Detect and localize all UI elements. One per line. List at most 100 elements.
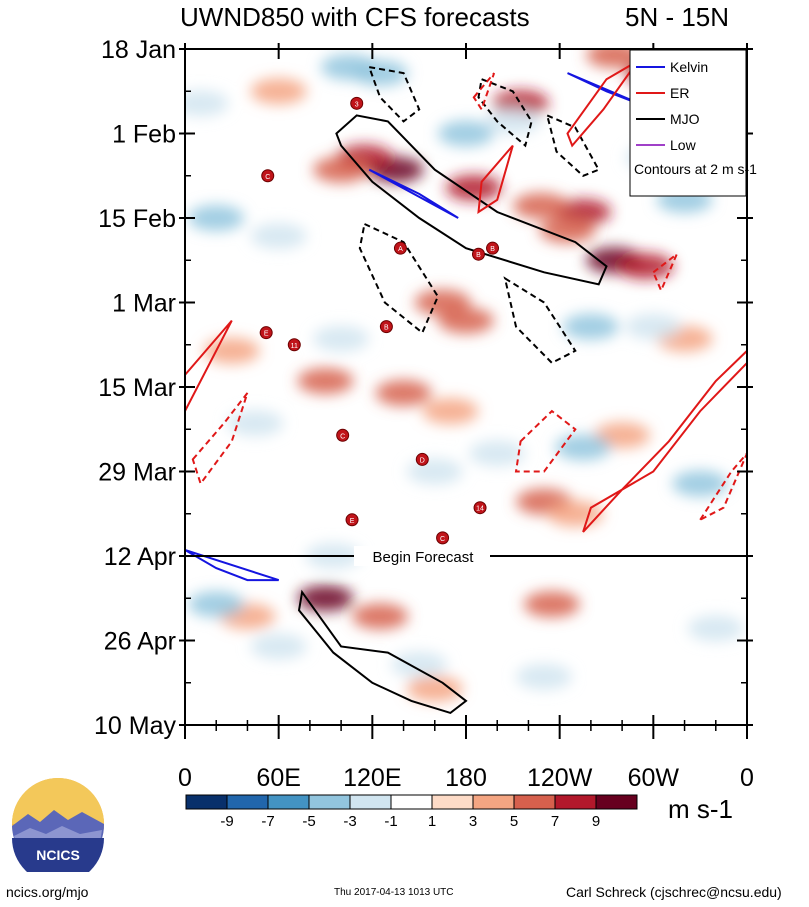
- storm-label: B: [384, 325, 389, 332]
- contour-er: [566, 60, 639, 148]
- contour-mjo: [477, 77, 533, 148]
- storm-marker: [436, 531, 450, 545]
- storm-label: C: [340, 433, 345, 440]
- forecast-label: Begin Forecast: [373, 549, 475, 566]
- storm-marker: [336, 428, 350, 442]
- contour-kelvin: [368, 168, 459, 219]
- storm-marker: [287, 338, 301, 352]
- storm-label: 14: [476, 506, 484, 513]
- anomaly-cell: [438, 307, 494, 334]
- anomaly-cell: [617, 253, 674, 280]
- x-tick-label: 60W: [628, 764, 680, 792]
- anomaly-cell: [687, 615, 744, 642]
- anomaly-cell: [672, 470, 729, 497]
- footer-source: ncics.org/mjo: [6, 884, 89, 900]
- anomaly-cell: [562, 313, 619, 340]
- contour-er: [582, 349, 747, 533]
- storm-label: C: [440, 536, 445, 543]
- legend-box: [629, 49, 747, 197]
- anomaly-cell: [422, 398, 479, 425]
- anomaly-cell: [320, 54, 377, 81]
- legend-label-low: Low: [670, 137, 697, 153]
- colorbar-swatch: [390, 794, 433, 810]
- legend-label-er: ER: [670, 85, 689, 101]
- colorbar-label: -3: [343, 813, 356, 830]
- colorbar-swatch: [513, 794, 556, 810]
- y-tick-label: 15 Mar: [98, 374, 176, 402]
- x-tick-label: 120W: [527, 764, 593, 792]
- anomaly-cell: [469, 440, 526, 467]
- colorbar-swatch: [349, 794, 392, 810]
- x-tick-label: 60E: [256, 764, 300, 792]
- contour-er: [191, 392, 249, 486]
- anomaly-cell: [516, 663, 573, 690]
- storm-marker: [345, 513, 359, 527]
- colorbar-label: -9: [220, 813, 233, 830]
- contour-mjo: [335, 114, 608, 286]
- anomaly-cell: [313, 325, 370, 352]
- y-tick-label: 26 Apr: [104, 628, 176, 656]
- colorbar-swatch: [554, 794, 597, 810]
- forecast-label-bg: [354, 546, 490, 566]
- colorbar: -9 -7 -5 -3 -1 1 3 5 7 9: [185, 794, 638, 830]
- y-tick-label: 29 Mar: [98, 459, 176, 487]
- storm-label: C: [265, 174, 270, 181]
- anomaly-cell: [250, 633, 307, 660]
- anomaly-field: [185, 49, 744, 702]
- y-tick-label: 12 Apr: [104, 543, 176, 571]
- legend-label-mjo: MJO: [670, 111, 700, 127]
- colorbar-swatch: [226, 794, 269, 810]
- legend: Kelvin ER MJO Low Contours at 2 m s-1: [629, 49, 757, 197]
- colorbar-swatch: [267, 794, 310, 810]
- x-tick-label: 120E: [343, 764, 401, 792]
- colorbar-units: m s-1: [668, 794, 733, 824]
- anomaly-cell: [375, 380, 432, 407]
- contour-mjo: [545, 113, 601, 177]
- anomaly-cell: [250, 78, 307, 105]
- anomaly-cell: [227, 410, 284, 437]
- anomaly-cell: [438, 120, 494, 147]
- anomaly-cell: [512, 192, 569, 219]
- colorbar-label: 3: [469, 813, 477, 830]
- chart-title: UWND850 with CFS forecasts: [180, 2, 530, 32]
- storm-marker: [473, 501, 487, 515]
- anomaly-cell: [539, 217, 596, 244]
- anomaly-cell: [406, 458, 463, 485]
- storm-marker: [393, 241, 407, 255]
- anomaly-cell: [391, 651, 448, 678]
- x-tick-label: 0: [178, 764, 192, 792]
- colorbar-label: -5: [302, 813, 315, 830]
- x-tick-label: 0: [740, 764, 754, 792]
- y-tick-label: 1 Feb: [112, 121, 176, 149]
- chart-region: 5N - 15N: [625, 2, 730, 32]
- storm-marker: [259, 326, 273, 340]
- y-tick-label: 10 May: [94, 712, 176, 740]
- colorbar-label: -1: [384, 813, 397, 830]
- storm-label: B: [490, 246, 495, 253]
- anomaly-cell: [185, 90, 229, 117]
- footer-timestamp: Thu 2017-04-13 1013 UTC: [334, 887, 454, 898]
- anomaly-cell: [250, 223, 307, 250]
- footer-author: Carl Schreck (cjschrec@ncsu.edu): [566, 884, 782, 900]
- storm-marker: [415, 452, 429, 466]
- storm-marker: [261, 169, 275, 183]
- storm-label: 3: [355, 101, 359, 108]
- logo-graphic: NCICS: [12, 778, 105, 884]
- y-tick-label: 15 Feb: [98, 205, 176, 233]
- storm-marker: [350, 96, 364, 110]
- contour-er: [652, 253, 678, 293]
- storm-marker: [486, 241, 500, 255]
- colorbar-swatch: [185, 794, 228, 810]
- storm-marker: [471, 247, 485, 261]
- contour-mjo: [367, 65, 421, 123]
- contour-layer: [185, 60, 747, 715]
- anomaly-cell: [203, 337, 260, 364]
- anomaly-cell: [445, 174, 502, 201]
- contour-mjo: [297, 589, 468, 715]
- storm-marker: [379, 320, 393, 334]
- colorbar-label: 9: [592, 813, 600, 830]
- anomaly-cell: [352, 603, 409, 630]
- storm-label: B: [476, 252, 481, 259]
- storm-label: A: [398, 246, 403, 253]
- colorbar-label: 1: [428, 813, 436, 830]
